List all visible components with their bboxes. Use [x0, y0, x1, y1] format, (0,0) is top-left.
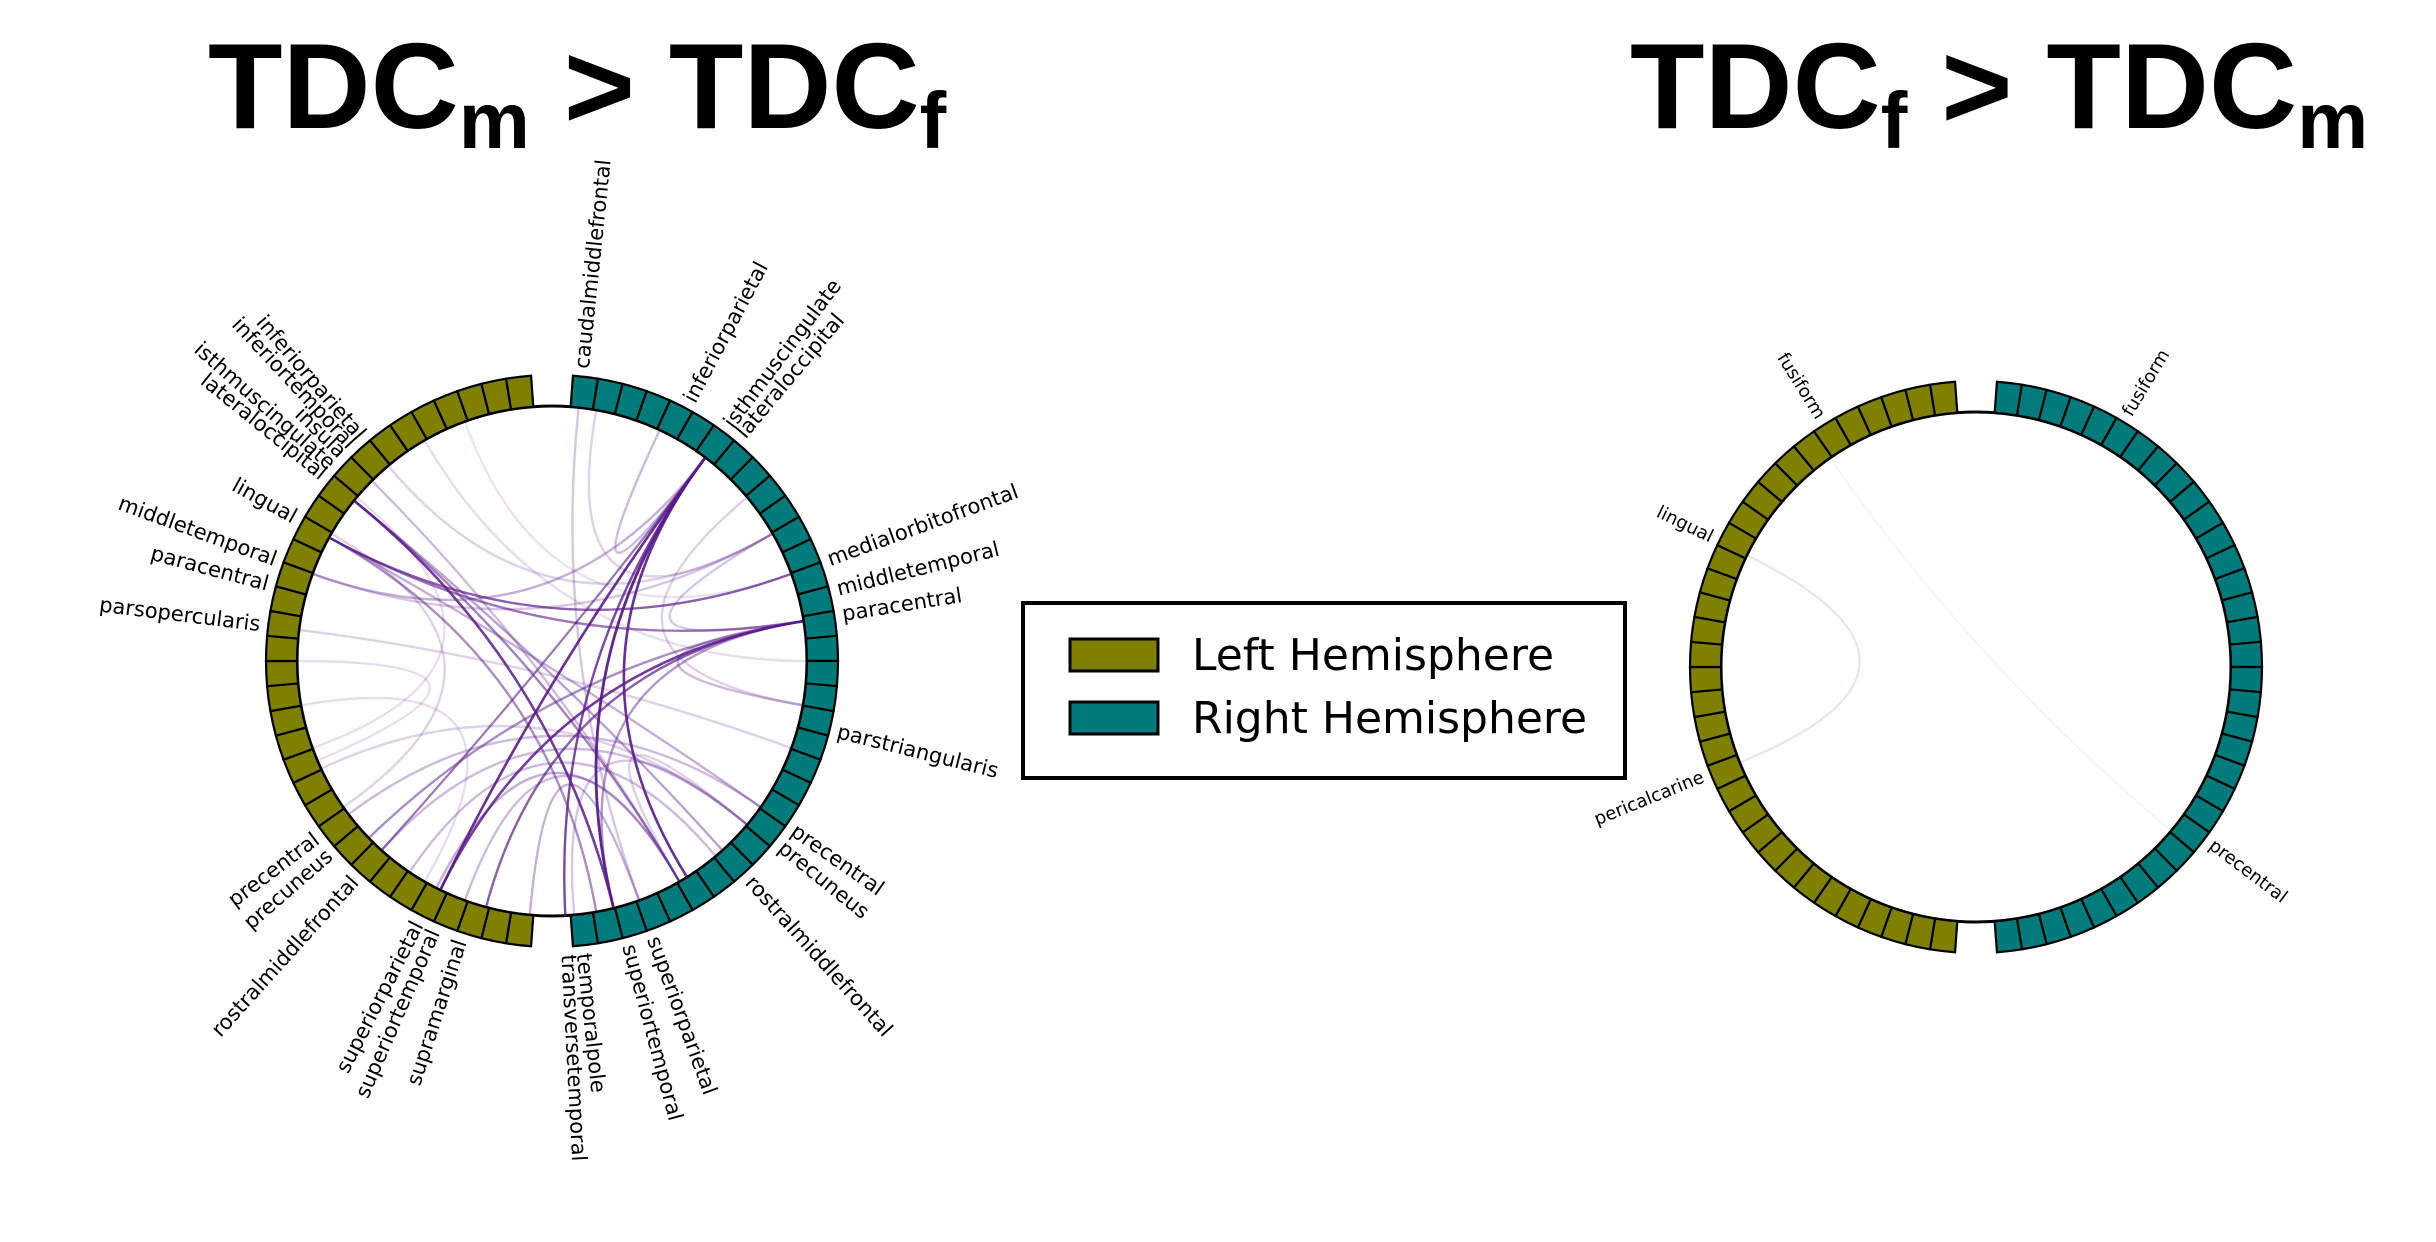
connection-chord	[353, 499, 724, 852]
connection-chord	[1739, 554, 1861, 764]
right-region-label: caudalmiddlefrontal	[570, 158, 616, 369]
legend-box	[1021, 601, 1627, 780]
chords-right	[1739, 457, 2172, 832]
title-left-middle: > TDC	[530, 18, 920, 154]
connection-chord	[298, 628, 793, 750]
left-region-label: fusiform	[1772, 349, 1829, 423]
connection-chord	[439, 456, 707, 891]
right-region-label: fusiform	[2118, 346, 2174, 420]
connection-chord	[408, 761, 717, 874]
connection-chord	[528, 783, 641, 916]
connection-chord	[330, 532, 446, 809]
legend: Left Hemisphere Right Hemisphere	[1021, 601, 1627, 780]
connection-chord	[435, 771, 681, 889]
connection-chord	[353, 499, 681, 883]
left-hemisphere-node	[264, 634, 300, 663]
connection-chord	[484, 619, 805, 908]
left-hemisphere-node	[1688, 665, 1724, 694]
labels-left: inferiorparietalinferiortemporalinsulais…	[98, 158, 1021, 1162]
connection-chord	[660, 496, 804, 707]
connectome-right-ring	[1719, 410, 2233, 924]
connection-chord	[380, 747, 749, 852]
title-left-sub2: f	[920, 76, 947, 165]
connection-chord	[300, 696, 469, 883]
left-hemisphere-node	[1928, 380, 1959, 417]
node-ring-left	[264, 374, 840, 948]
connection-chord	[614, 429, 707, 554]
connection-chord	[347, 734, 762, 816]
right-hemisphere-node	[804, 659, 840, 688]
right-hemisphere-node	[801, 609, 839, 640]
connection-chord	[387, 464, 774, 585]
right-region-label: parstriangularis	[835, 720, 1001, 783]
connection-chord	[463, 420, 793, 599]
connection-chord	[353, 499, 615, 909]
connection-chord	[668, 532, 805, 632]
right-hemisphere-node	[804, 634, 840, 663]
title-left-sub1: m	[459, 76, 530, 165]
legend-right-label: Right Hemisphere	[1192, 693, 1587, 744]
connection-chord	[463, 774, 681, 902]
connection-chord	[367, 619, 805, 840]
legend-left-label: Left Hemisphere	[1192, 630, 1554, 681]
connectome-right: fusiformlingualpericalcarinefusiformprec…	[1591, 346, 2291, 954]
left-region-label: lingual	[1653, 502, 1716, 547]
title-right-sub1: f	[1881, 76, 1908, 165]
left-hemisphere-node	[264, 659, 300, 688]
left-hemisphere-node	[504, 374, 535, 411]
title-left: TDCm > TDCf	[208, 18, 947, 165]
right-region-label: precentral	[2205, 835, 2291, 907]
right-hemisphere-node	[2225, 615, 2263, 646]
connection-chord	[423, 439, 808, 663]
connection-chord	[600, 619, 805, 909]
connection-chord	[328, 536, 762, 809]
left-hemisphere-node	[1688, 640, 1724, 669]
connection-chord	[311, 456, 707, 602]
left-hemisphere-node	[265, 682, 303, 713]
right-hemisphere-node	[569, 911, 600, 948]
left-region-label: parsopercularis	[98, 593, 262, 637]
right-hemisphere-node	[1993, 917, 2024, 954]
connection-chord	[570, 759, 749, 916]
connection-chord	[328, 536, 598, 913]
legend-left-swatch	[1068, 637, 1160, 673]
title-right: TDCf > TDCm	[1630, 18, 2368, 165]
connection-chord	[563, 456, 707, 916]
title-left-prefix: TDC	[208, 18, 459, 154]
chords-left	[296, 407, 808, 916]
right-hemisphere-node	[2228, 665, 2264, 694]
legend-right-swatch	[1068, 700, 1160, 736]
connection-chord	[627, 754, 749, 883]
left-hemisphere-node	[1689, 688, 1727, 719]
connection-chord	[311, 496, 446, 750]
connection-chord	[328, 536, 793, 611]
connection-chord	[571, 407, 641, 902]
title-right-middle: > TDC	[1907, 18, 2297, 154]
connection-chord	[320, 724, 749, 826]
connection-chord	[1829, 457, 2172, 832]
right-hemisphere-node	[2228, 640, 2264, 669]
connection-chord	[587, 409, 774, 578]
connection-chord	[380, 456, 707, 852]
connectome-left: inferiorparietalinferiortemporalinsulais…	[98, 158, 1021, 1162]
title-right-sub2: m	[2297, 76, 2368, 165]
node-ring-right	[1688, 380, 2264, 954]
left-region-label: lingual	[228, 473, 301, 528]
connection-chord	[296, 659, 431, 762]
connection-chord	[676, 619, 805, 707]
connection-chord	[311, 532, 774, 611]
connection-chord	[622, 456, 707, 878]
connection-chord	[370, 479, 681, 883]
title-right-prefix: TDC	[1630, 18, 1881, 154]
